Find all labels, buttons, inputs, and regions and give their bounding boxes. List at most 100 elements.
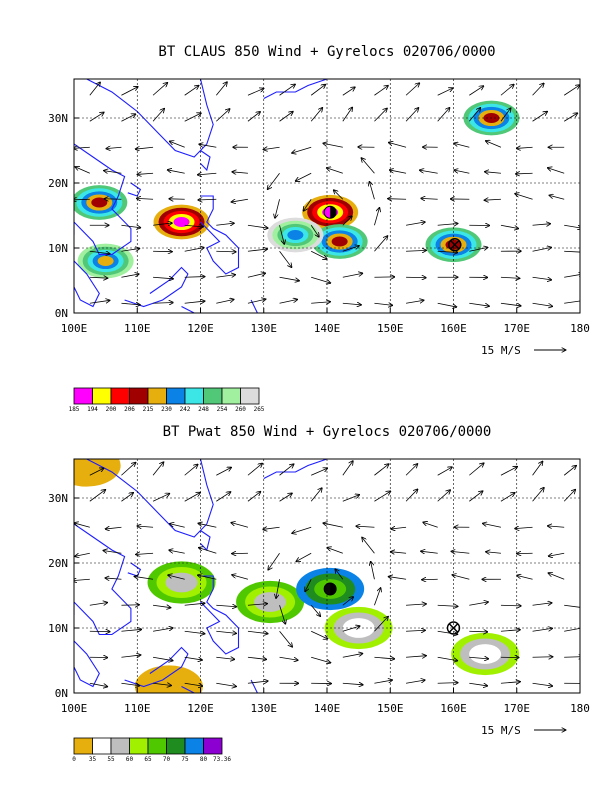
wind-vector	[216, 299, 234, 304]
wind-vector	[406, 604, 426, 605]
wind-vector	[247, 249, 268, 251]
wind-vector	[134, 576, 154, 580]
wind-vector	[564, 300, 580, 304]
wind-vector	[547, 526, 565, 527]
wind-vector	[500, 605, 521, 606]
colorbar-swatch	[184, 387, 204, 405]
panel1-title: BT CLAUS 850 Wind + Gyrelocs 020706/0000	[158, 44, 495, 60]
wind-vector	[89, 277, 108, 278]
coastline	[200, 195, 240, 275]
wind-vector	[247, 88, 264, 96]
wind-vector	[263, 527, 280, 529]
wind-vector	[374, 657, 394, 659]
coastline	[127, 182, 142, 197]
wind-vector	[356, 526, 375, 527]
wind-vector	[198, 548, 217, 554]
wind-vector	[184, 301, 205, 303]
wind-vector	[374, 491, 390, 502]
wind-vector	[437, 224, 458, 226]
wind-vector	[279, 276, 300, 281]
wind-vector	[121, 87, 138, 96]
wind-vector	[469, 108, 480, 122]
x-tick-label: 160E	[440, 322, 467, 335]
x-tick-label: 140E	[314, 702, 341, 715]
wind-vector	[405, 222, 425, 226]
wind-vector	[74, 579, 90, 580]
wind-vector	[198, 199, 217, 200]
x-tick-label: 120E	[187, 322, 214, 335]
wind-vector	[268, 553, 280, 570]
wind-vector	[247, 604, 268, 606]
coastline	[200, 150, 211, 172]
wind-vector	[74, 147, 90, 148]
wind-vector	[564, 251, 580, 252]
wind-vector	[184, 85, 199, 96]
wind-vector	[405, 680, 425, 684]
panel2-gyre-markers	[323, 582, 461, 635]
colorbar-swatch	[166, 387, 186, 405]
wind-vector	[515, 527, 533, 528]
panel2-coastlines	[74, 459, 328, 693]
wind-vector	[452, 575, 470, 580]
x-tick-label: 160E	[440, 702, 467, 715]
wind-vector	[184, 225, 204, 227]
wind-vector	[216, 492, 231, 502]
colorbar-label: 55	[107, 756, 115, 763]
field-blob	[97, 256, 114, 266]
colorbar-swatch	[110, 737, 130, 755]
x-tick-label: 120E	[187, 702, 214, 715]
colorbar-label: 70	[163, 756, 171, 763]
x-tick-label: 140E	[314, 322, 341, 335]
wind-vector	[327, 547, 343, 554]
wind-vector	[169, 524, 185, 528]
wind-vector	[406, 656, 426, 658]
wind-vector	[361, 158, 375, 174]
wind-vector	[419, 170, 438, 174]
wind-vector	[310, 488, 322, 502]
wind-vector	[152, 462, 164, 476]
wind-vector	[279, 84, 296, 96]
wind-vector	[437, 251, 458, 252]
wind-vector	[121, 683, 139, 685]
wind-vector	[247, 463, 263, 476]
wind-vector	[89, 82, 101, 96]
gyre-marker	[323, 582, 337, 596]
wind-vector	[532, 682, 553, 686]
x-tick-label: 180	[570, 702, 590, 715]
wind-vector	[311, 468, 327, 476]
wind-vector	[279, 299, 298, 304]
colorbar-label: 194	[87, 406, 98, 413]
wind-vector	[232, 575, 249, 580]
wind-vector	[184, 656, 203, 660]
x-tick-label: 170E	[504, 322, 531, 335]
wind-vector	[374, 207, 379, 226]
colorbar-label: 265	[254, 406, 265, 413]
x-tick-label: 150E	[377, 322, 404, 335]
wind-vector	[216, 223, 234, 225]
colorbar-swatch	[147, 737, 167, 755]
wind-vector	[121, 629, 141, 631]
y-tick-label: 10N	[48, 622, 68, 635]
wind-vector	[247, 112, 261, 122]
wind-vector	[374, 236, 387, 252]
wind-vector	[374, 85, 388, 96]
coastline	[74, 260, 100, 308]
wind-vector	[563, 113, 577, 122]
wind-vector	[437, 656, 458, 660]
wind-vector	[279, 111, 294, 122]
wind-vector	[121, 248, 139, 252]
wind-vector	[388, 142, 407, 148]
field-blob	[254, 592, 287, 612]
panel2-field	[74, 459, 520, 693]
wind-vector	[103, 550, 122, 554]
y-tick-label: 0N	[55, 307, 68, 320]
wind-vector	[532, 277, 552, 280]
wind-vector	[295, 172, 312, 181]
wind-vector	[342, 653, 363, 658]
wind-vector	[279, 605, 286, 624]
wind-vector	[136, 198, 154, 199]
colorbar-label: 60	[126, 756, 134, 763]
wind-vector	[405, 108, 419, 122]
wind-vector	[310, 225, 319, 237]
